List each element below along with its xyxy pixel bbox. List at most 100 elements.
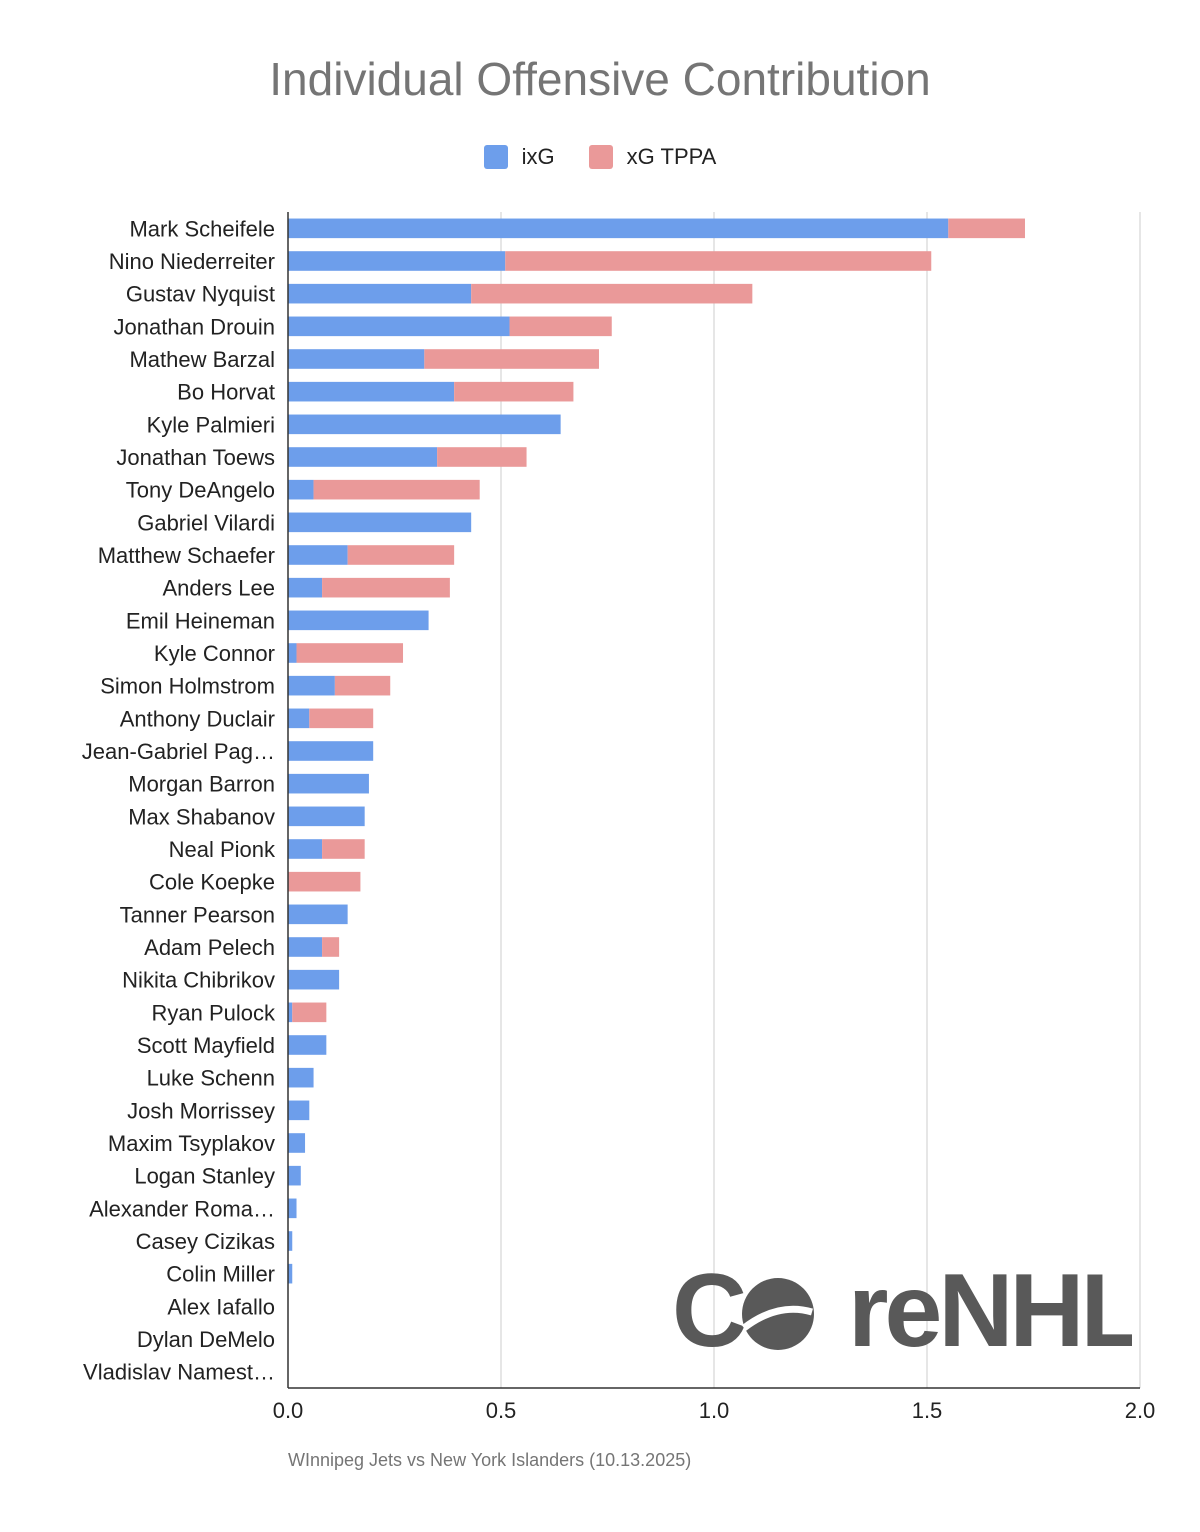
y-category-label: Maxim Tsyplakov xyxy=(108,1131,275,1156)
y-category-label: Tony DeAngelo xyxy=(126,478,275,503)
legend-item-xg-tppa[interactable]: xG TPPA xyxy=(588,144,717,170)
bar-xg-tppa xyxy=(505,251,932,271)
bar-ixg xyxy=(288,1231,293,1251)
bar-ixg xyxy=(288,1100,310,1121)
bar-xg-tppa xyxy=(292,1002,327,1023)
y-category-label: Jean-Gabriel Pag… xyxy=(82,739,275,764)
bar-xg-tppa xyxy=(322,577,450,598)
bar-ixg xyxy=(288,1133,306,1153)
bar-ixg xyxy=(288,316,510,337)
bar-ixg xyxy=(288,643,297,663)
y-category-label: Gustav Nyquist xyxy=(126,282,275,307)
y-category-label: Emil Heineman xyxy=(126,608,275,633)
y-category-label: Vladislav Namest… xyxy=(83,1360,275,1385)
y-category-label: Kyle Connor xyxy=(154,641,275,666)
y-category-label: Kyle Palmieri xyxy=(147,412,275,437)
y-category-label: Anders Lee xyxy=(162,576,275,601)
bar-ixg xyxy=(288,675,335,696)
bar-xg-tppa xyxy=(334,675,391,696)
plot-area: 0.0 0.5 1.0 1.5 2.0 Mark Scheifele Nino Nieder… xyxy=(82,212,1156,1423)
watermark-prefix: C xyxy=(672,1262,745,1362)
bar-xg-tppa xyxy=(309,708,374,729)
bar-ixg xyxy=(288,1035,327,1055)
legend-label-ixg: ixG xyxy=(521,144,555,169)
x-tick-label: 1.0 xyxy=(699,1398,730,1423)
bar-xg-tppa xyxy=(437,447,527,467)
x-tick-label: 1.5 xyxy=(912,1398,943,1423)
bar-ixg xyxy=(288,741,374,761)
y-category-label: Mark Scheifele xyxy=(129,216,275,241)
bar-xg-tppa xyxy=(424,349,599,369)
bar-ixg xyxy=(288,218,949,239)
y-category-label: Matthew Schaefer xyxy=(98,543,275,568)
y-category-label: Morgan Barron xyxy=(128,772,275,797)
watermark-text: C reNHL xyxy=(672,1262,1132,1362)
bar-ixg xyxy=(288,349,425,369)
bar-ixg xyxy=(288,904,348,925)
y-category-label: Ryan Pulock xyxy=(151,1000,276,1025)
y-category-label: Nino Niederreiter xyxy=(109,249,275,274)
bar-xg-tppa xyxy=(347,545,455,565)
y-category-label: Alexander Roma… xyxy=(89,1196,275,1221)
y-category-label: Colin Miller xyxy=(166,1262,275,1287)
y-category-label: Tanner Pearson xyxy=(120,902,275,927)
y-category-label: Gabriel Vilardi xyxy=(137,510,275,535)
bar-ixg xyxy=(288,1165,301,1186)
bar-xg-tppa xyxy=(288,871,361,892)
y-category-label: Logan Stanley xyxy=(134,1164,275,1189)
bar-ixg xyxy=(288,773,369,794)
y-category-label: Nikita Chibrikov xyxy=(122,968,275,993)
y-category-label: Jonathan Drouin xyxy=(114,314,275,339)
watermark-suffix: reNHL xyxy=(848,1262,1132,1362)
y-category-label: Max Shabanov xyxy=(128,804,275,829)
bar-ixg xyxy=(288,414,561,435)
bar-xg-tppa xyxy=(322,839,365,859)
bar-xg-tppa xyxy=(509,316,612,337)
bar-ixg xyxy=(288,512,472,533)
bar-ixg xyxy=(288,447,438,467)
bar-ixg xyxy=(288,1002,293,1023)
bar-xg-tppa xyxy=(454,381,574,402)
bar-xg-tppa xyxy=(471,283,753,304)
y-category-label: Neal Pionk xyxy=(169,837,276,862)
bar-ixg xyxy=(288,969,340,990)
bar-ixg xyxy=(288,545,348,565)
bar-ixg xyxy=(288,577,323,598)
bar-ixg xyxy=(288,1067,314,1088)
puck-icon xyxy=(741,1278,814,1350)
legend-label-xg-tppa: xG TPPA xyxy=(626,144,717,169)
legend: ixG xG TPPA xyxy=(0,144,1200,170)
bar-ixg xyxy=(288,806,365,827)
bar-ixg xyxy=(288,839,323,859)
legend-swatch-xg-tppa xyxy=(588,145,613,169)
y-category-label: Scott Mayfield xyxy=(137,1033,275,1058)
bar-ixg xyxy=(288,708,310,729)
bar-ixg xyxy=(288,1263,293,1284)
y-category-label: Jonathan Toews xyxy=(116,445,275,470)
bar-ixg xyxy=(288,381,455,402)
x-tick-label: 0.5 xyxy=(486,1398,517,1423)
bar-ixg xyxy=(288,479,314,500)
chart-title: Individual Offensive Contribution xyxy=(269,53,931,105)
y-category-label: Simon Holmstrom xyxy=(100,674,275,699)
corenhl-logo: C reNHL xyxy=(672,1262,1132,1362)
bar-xg-tppa xyxy=(948,218,1025,239)
bar-xg-tppa xyxy=(322,937,340,957)
bar-ixg xyxy=(288,251,506,271)
y-category-label: Adam Pelech xyxy=(144,935,275,960)
y-category-label: Bo Horvat xyxy=(177,380,275,405)
y-category-label: Josh Morrissey xyxy=(127,1098,275,1123)
y-category-label: Anthony Duclair xyxy=(120,706,275,731)
y-category-label: Cole Koepke xyxy=(149,870,275,895)
bar-ixg xyxy=(288,610,429,631)
legend-swatch-ixg xyxy=(483,145,508,169)
bar-xg-tppa xyxy=(296,643,404,663)
legend-item-ixg[interactable]: ixG xyxy=(483,144,555,170)
y-category-label: Alex Iafallo xyxy=(167,1294,275,1319)
bar-ixg xyxy=(288,1198,297,1219)
x-tick-label: 2.0 xyxy=(1125,1398,1156,1423)
y-category-label: Mathew Barzal xyxy=(129,347,275,372)
chart-caption: WInnipeg Jets vs New York Islanders (10.… xyxy=(288,1450,692,1470)
x-tick-label: 0.0 xyxy=(273,1398,304,1423)
bar-ixg xyxy=(288,283,472,304)
